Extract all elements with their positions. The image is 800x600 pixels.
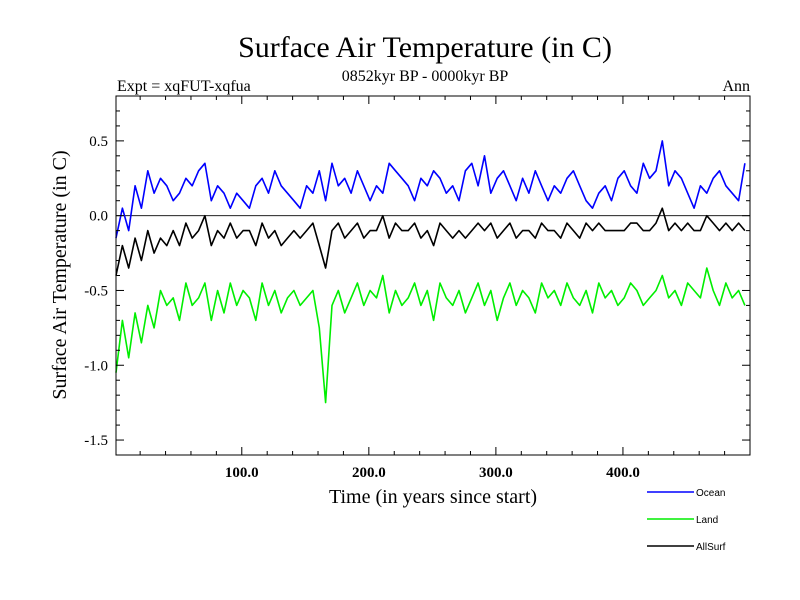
y-tick-label: -1.5 <box>84 433 108 449</box>
legend-label-allsurf: AllSurf <box>696 542 726 553</box>
time-range-label: 0852kyr BP - 0000kyr BP <box>342 68 509 85</box>
y-tick-label: 0.0 <box>89 209 108 225</box>
series-line-ocean <box>115 140 746 239</box>
series-line-land <box>115 267 746 404</box>
y-tick-label: -0.5 <box>84 283 108 299</box>
season-label: Ann <box>722 78 750 95</box>
axis-ticks: 100.0 200.0 300.0 400.0 0.5 0.0 -0.5 -1.0 -1.5 <box>84 95 750 481</box>
x-tick-label: 200.0 <box>352 465 386 481</box>
x-tick-label: 300.0 <box>479 465 513 481</box>
x-tick-label: 400.0 <box>606 465 640 481</box>
plot-frame <box>115 95 751 456</box>
legend-label-land: Land <box>696 515 718 526</box>
y-axis-label: Surface Air Temperature (in C) <box>49 150 71 399</box>
series-line-allsurf <box>115 207 746 276</box>
y-tick-label: 0.5 <box>89 134 108 150</box>
legend-label-ocean: Ocean <box>696 488 725 499</box>
x-axis-label: Time (in years since start) <box>329 486 537 508</box>
plot-area <box>115 140 750 404</box>
y-tick-label: -1.0 <box>84 358 108 374</box>
x-tick-label: 100.0 <box>225 465 259 481</box>
chart-title: Surface Air Temperature (in C) <box>238 31 612 64</box>
experiment-label: Expt = xqFUT-xqfua <box>117 78 251 95</box>
legend: Ocean Land AllSurf <box>647 488 726 553</box>
